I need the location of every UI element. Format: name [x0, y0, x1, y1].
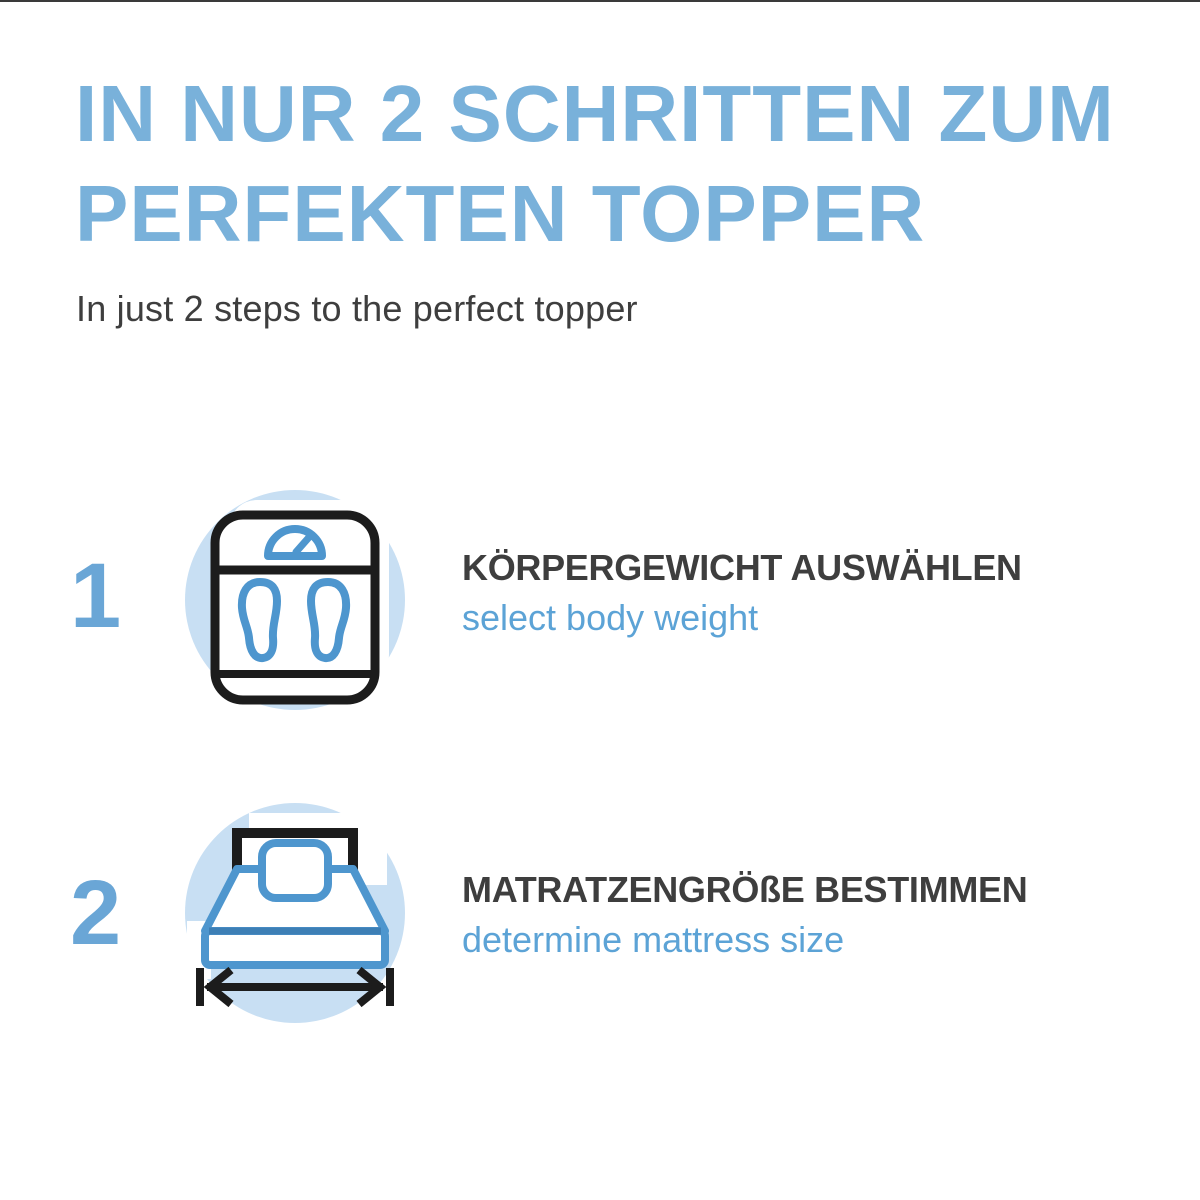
step-2-title: MATRATZENGRÖßE BESTIMMEN [462, 869, 1028, 910]
step-1-number: 1 [70, 545, 122, 647]
weighing-scale-graphic [210, 500, 389, 705]
weighing-scale-icon [185, 490, 405, 710]
page-title-line1: IN NUR 2 SCHRITTEN ZUM [75, 69, 1115, 158]
page-title: IN NUR 2 SCHRITTEN ZUM PERFEKTEN TOPPER [75, 64, 1115, 264]
page-title-line2: PERFEKTEN TOPPER [75, 169, 926, 258]
step-1-subtitle: select body weight [462, 597, 759, 638]
step-1-text: KÖRPERGEWICHT AUSWÄHLEN select body weig… [462, 549, 1022, 637]
bed-graphic [187, 813, 394, 1008]
top-border-line [0, 0, 1200, 2]
page-subtitle: In just 2 steps to the perfect topper [76, 288, 638, 329]
step-2-subtitle: determine mattress size [462, 919, 845, 960]
step-2-number: 2 [70, 862, 122, 964]
step-1-title: KÖRPERGEWICHT AUSWÄHLEN [462, 547, 1022, 588]
bed-width-measure-icon [185, 803, 405, 1023]
step-2-text: MATRATZENGRÖßE BESTIMMEN determine mattr… [462, 869, 1028, 960]
